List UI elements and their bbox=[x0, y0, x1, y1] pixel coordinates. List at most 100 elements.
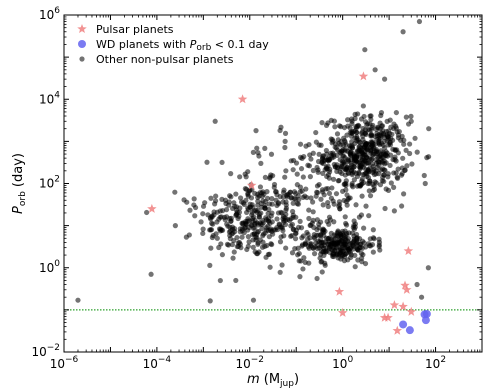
other-planet-point bbox=[327, 217, 333, 223]
other-planet-point bbox=[380, 127, 386, 134]
pulsar-planet-star bbox=[383, 312, 393, 322]
other-planet-point bbox=[351, 169, 357, 175]
other-planet-point bbox=[239, 220, 245, 226]
other-planet-point bbox=[233, 191, 239, 197]
pulsar-planet-star bbox=[392, 325, 403, 335]
other-planet-point bbox=[244, 246, 250, 253]
legend-pulsar-marker bbox=[77, 24, 87, 34]
y-axis-label-group: Porb (day) bbox=[11, 153, 28, 214]
other-planet-point bbox=[315, 158, 322, 165]
other-planet-point bbox=[212, 201, 218, 207]
other-planet-point bbox=[234, 234, 240, 241]
other-planet-point bbox=[269, 210, 275, 216]
other-planet-point bbox=[319, 239, 325, 246]
other-planet-point bbox=[340, 153, 346, 159]
other-planet-point bbox=[245, 234, 251, 240]
other-planet-point bbox=[208, 245, 214, 251]
other-planet-point bbox=[267, 174, 273, 180]
other-planet-point bbox=[198, 219, 204, 225]
pulsar-planet-star bbox=[389, 300, 400, 310]
other-planet-point bbox=[407, 141, 413, 147]
other-planet-point bbox=[313, 193, 319, 199]
other-planet-point bbox=[341, 197, 347, 204]
other-planet-point bbox=[334, 168, 340, 175]
other-planet-point bbox=[368, 131, 375, 138]
other-planet-point bbox=[403, 147, 409, 153]
other-planet-point bbox=[319, 243, 325, 250]
other-planet-point bbox=[218, 241, 224, 247]
other-planet-point bbox=[393, 109, 399, 116]
other-planet-point bbox=[191, 202, 197, 208]
other-planet-point bbox=[356, 169, 362, 176]
other-planet-point bbox=[348, 133, 355, 139]
other-planet-point bbox=[335, 229, 341, 235]
pulsar-planet-star bbox=[398, 301, 408, 311]
other-planet-point bbox=[274, 202, 280, 209]
other-planet-point bbox=[333, 191, 340, 197]
other-planet-point bbox=[319, 269, 325, 275]
other-planet-point bbox=[253, 128, 259, 134]
other-planet-point bbox=[337, 206, 343, 212]
other-planet-point bbox=[250, 237, 256, 243]
other-planet-point bbox=[326, 190, 333, 197]
other-planet-point bbox=[323, 235, 330, 241]
wd-planet-point bbox=[399, 320, 408, 329]
other-planet-point bbox=[187, 207, 193, 213]
other-planet-point bbox=[399, 203, 405, 209]
other-planet-point bbox=[276, 221, 282, 227]
other-planet-point bbox=[361, 113, 367, 120]
other-planet-point bbox=[359, 245, 365, 251]
other-planet-point bbox=[310, 209, 316, 215]
other-planet-point bbox=[300, 174, 306, 180]
other-planet-point bbox=[395, 166, 401, 172]
other-planet-point bbox=[229, 241, 236, 248]
other-planet-point bbox=[408, 113, 414, 119]
other-planet-point bbox=[321, 248, 327, 254]
other-planet-point bbox=[382, 205, 388, 212]
other-planet-point bbox=[362, 47, 368, 53]
other-planet-point bbox=[367, 165, 373, 171]
other-planet-point bbox=[372, 151, 378, 157]
other-planet-point bbox=[192, 213, 198, 219]
other-planet-point bbox=[294, 201, 300, 207]
other-planet-point bbox=[277, 269, 283, 275]
other-planet-point bbox=[401, 191, 407, 197]
y-tick-label: 106 bbox=[39, 6, 60, 22]
other-planet-point bbox=[400, 155, 406, 161]
other-planet-point bbox=[313, 129, 319, 136]
other-planet-point bbox=[262, 174, 268, 180]
other-planet-point bbox=[350, 224, 356, 231]
other-planet-point bbox=[391, 208, 397, 214]
other-planet-point bbox=[217, 208, 223, 214]
other-planet-point bbox=[318, 232, 324, 238]
other-planet-point bbox=[351, 156, 358, 162]
other-planet-point bbox=[407, 150, 413, 157]
other-planet-point bbox=[362, 260, 369, 267]
other-planet-point bbox=[148, 271, 154, 277]
other-planet-point bbox=[352, 127, 358, 134]
other-planet-point bbox=[230, 230, 236, 236]
other-planet-point bbox=[324, 151, 330, 157]
other-planet-point bbox=[409, 161, 415, 167]
other-planet-point bbox=[204, 159, 210, 165]
other-planet-point bbox=[256, 214, 263, 220]
other-planet-point bbox=[326, 175, 332, 181]
other-planet-point bbox=[214, 235, 220, 241]
other-planet-point bbox=[225, 242, 232, 248]
other-planet-point bbox=[345, 236, 352, 242]
other-planet-point bbox=[351, 164, 357, 170]
other-planet-point bbox=[271, 181, 278, 188]
other-planet-point bbox=[237, 229, 243, 235]
other-planet-point bbox=[416, 18, 423, 25]
other-planet-point bbox=[207, 262, 213, 268]
other-planet-point bbox=[200, 203, 207, 209]
other-planet-point bbox=[252, 221, 258, 227]
other-planet-point bbox=[347, 245, 353, 252]
other-planet-point bbox=[284, 216, 291, 222]
other-planet-point bbox=[352, 140, 358, 147]
pulsar-planet-star bbox=[406, 306, 417, 316]
other-planet-point bbox=[207, 298, 213, 304]
y-tick-label: 100 bbox=[39, 259, 60, 275]
other-planet-point bbox=[284, 192, 291, 198]
